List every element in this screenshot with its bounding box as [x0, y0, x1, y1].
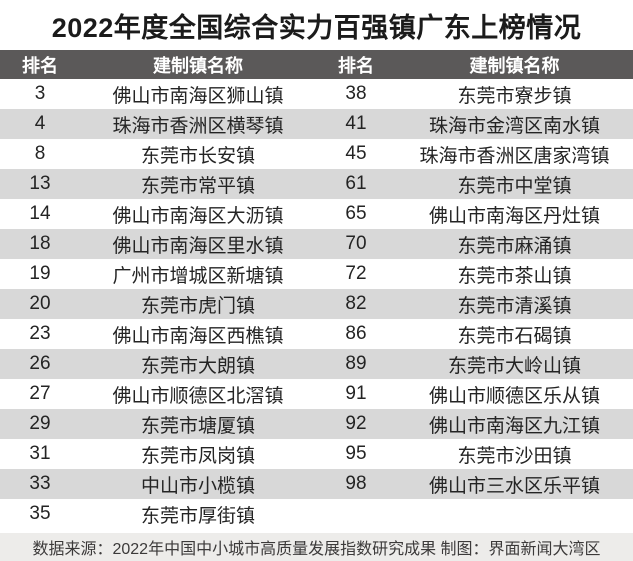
table-row: 18 佛山市南海区里水镇 70 东莞市麻涌镇	[0, 229, 633, 259]
table-row: 27 佛山市顺德区北滘镇 91 佛山市顺德区乐从镇	[0, 379, 633, 409]
town-cell-right: 东莞市麻涌镇	[457, 235, 572, 257]
rank-cell-right: 92	[345, 413, 367, 434]
town-cell-left: 佛山市南海区大沥镇	[112, 205, 284, 227]
rank-cell-right: 95	[345, 443, 367, 464]
town-cell-left: 佛山市南海区里水镇	[112, 235, 284, 257]
town-cell-right: 佛山市南海区丹灶镇	[428, 205, 600, 227]
page-title: 2022年度全国综合实力百强镇广东上榜情况	[51, 12, 582, 43]
table-row: 3 佛山市南海区狮山镇 38 东莞市寮步镇	[0, 79, 633, 109]
table-row: 13 东莞市常平镇 61 东莞市中堂镇	[0, 169, 633, 199]
table-row: 20 东莞市虎门镇 82 东莞市清溪镇	[0, 289, 633, 319]
town-cell-left: 广州市增城区新塘镇	[112, 265, 284, 287]
table-row: 23 佛山市南海区西樵镇 86 东莞市石碣镇	[0, 319, 633, 349]
rank-cell-left: 23	[29, 323, 51, 344]
rank-cell-right: 98	[345, 473, 367, 494]
table-row: 8 东莞市长安镇 45 珠海市香洲区唐家湾镇	[0, 139, 633, 169]
town-cell-right: 东莞市寮步镇	[457, 85, 572, 107]
table-header-row: 排名 建制镇名称 排名 建制镇名称	[0, 50, 633, 79]
rank-cell-left: 18	[29, 233, 51, 254]
table-body: 3 佛山市南海区狮山镇 38 东莞市寮步镇 4 珠海市香洲区横琴镇 41 珠海市金湾区南水镇 8…	[0, 79, 633, 529]
town-cell-right: 珠海市金湾区南水镇	[428, 115, 600, 137]
town-cell-right: 珠海市香洲区唐家湾镇	[419, 145, 610, 167]
town-cell-left: 东莞市长安镇	[140, 145, 255, 167]
town-cell-left: 东莞市凤岗镇	[140, 445, 255, 467]
rank-cell-left: 3	[34, 83, 46, 104]
rank-cell-left: 29	[29, 413, 51, 434]
town-cell-left: 佛山市南海区西樵镇	[112, 325, 284, 347]
rank-cell-right: 65	[345, 203, 367, 224]
source-credit-text: 数据来源：2022年中国中小城市高质量发展指数研究成果 制图：界面新闻大湾区	[32, 541, 601, 558]
rank-cell-left: 31	[29, 443, 51, 464]
rank-cell-left: 13	[29, 173, 51, 194]
town-cell-left: 东莞市常平镇	[140, 175, 255, 197]
town-cell-right: 佛山市顺德区乐从镇	[428, 385, 600, 407]
rank-cell-right: 61	[345, 173, 367, 194]
rank-cell-right: 38	[345, 83, 367, 104]
table-row: 33 中山市小榄镇 98 佛山市三水区乐平镇	[0, 469, 633, 499]
town-cell-right: 东莞市石碣镇	[457, 325, 572, 347]
town-cell-right: 东莞市中堂镇	[457, 175, 572, 197]
town-cell-left: 东莞市虎门镇	[140, 295, 255, 317]
footer-bar: 数据来源：2022年中国中小城市高质量发展指数研究成果 制图：界面新闻大湾区	[0, 533, 633, 561]
town-cell-left: 中山市小榄镇	[140, 475, 255, 497]
town-cell-left: 东莞市塘厦镇	[140, 415, 255, 437]
rank-cell-right: 82	[345, 293, 367, 314]
title-bar: 2022年度全国综合实力百强镇广东上榜情况	[0, 0, 633, 50]
column-header-rank-left: 排名	[22, 55, 58, 76]
town-cell-left: 东莞市厚街镇	[140, 505, 255, 527]
column-header-rank-right: 排名	[338, 55, 374, 76]
rank-cell-right: 72	[345, 263, 367, 284]
town-cell-right: 佛山市南海区九江镇	[428, 415, 600, 437]
rank-cell-left: 19	[29, 263, 51, 284]
rank-cell-right: 86	[345, 323, 367, 344]
rank-cell-left: 20	[29, 293, 51, 314]
divider	[0, 529, 633, 533]
town-cell-right: 东莞市沙田镇	[457, 445, 572, 467]
rank-cell-right: 45	[345, 143, 367, 164]
rank-cell-right: 41	[345, 113, 367, 134]
table-row: 14 佛山市南海区大沥镇 65 佛山市南海区丹灶镇	[0, 199, 633, 229]
rank-cell-right: 91	[345, 383, 367, 404]
rank-cell-left: 8	[34, 143, 46, 164]
rank-cell-left: 26	[29, 353, 51, 374]
town-cell-left: 佛山市顺德区北滘镇	[112, 385, 284, 407]
table-row: 35 东莞市厚街镇	[0, 499, 633, 529]
rank-cell-left: 14	[29, 203, 51, 224]
rank-cell-left: 35	[29, 503, 51, 524]
rank-cell-right: 70	[345, 233, 367, 254]
table-row: 31 东莞市凤岗镇 95 东莞市沙田镇	[0, 439, 633, 469]
column-header-name-right: 建制镇名称	[469, 55, 560, 76]
town-cell-left: 佛山市南海区狮山镇	[112, 85, 284, 107]
rank-cell-left: 27	[29, 383, 51, 404]
town-cell-right: 东莞市茶山镇	[457, 265, 572, 287]
town-cell-right: 东莞市清溪镇	[457, 295, 572, 317]
town-cell-right: 佛山市三水区乐平镇	[428, 475, 600, 497]
table-row: 29 东莞市塘厦镇 92 佛山市南海区九江镇	[0, 409, 633, 439]
table-row: 4 珠海市香洲区横琴镇 41 珠海市金湾区南水镇	[0, 109, 633, 139]
table-row: 19 广州市增城区新塘镇 72 东莞市茶山镇	[0, 259, 633, 289]
rank-cell-left: 33	[29, 473, 51, 494]
town-cell-right: 东莞市大岭山镇	[447, 355, 581, 377]
table-row: 26 东莞市大朗镇 89 东莞市大岭山镇	[0, 349, 633, 379]
rank-cell-right: 89	[345, 353, 367, 374]
column-header-name-left: 建制镇名称	[153, 55, 243, 76]
town-cell-left: 东莞市大朗镇	[140, 355, 255, 377]
rank-cell-left: 4	[34, 113, 46, 134]
town-cell-left: 珠海市香洲区横琴镇	[112, 115, 284, 137]
